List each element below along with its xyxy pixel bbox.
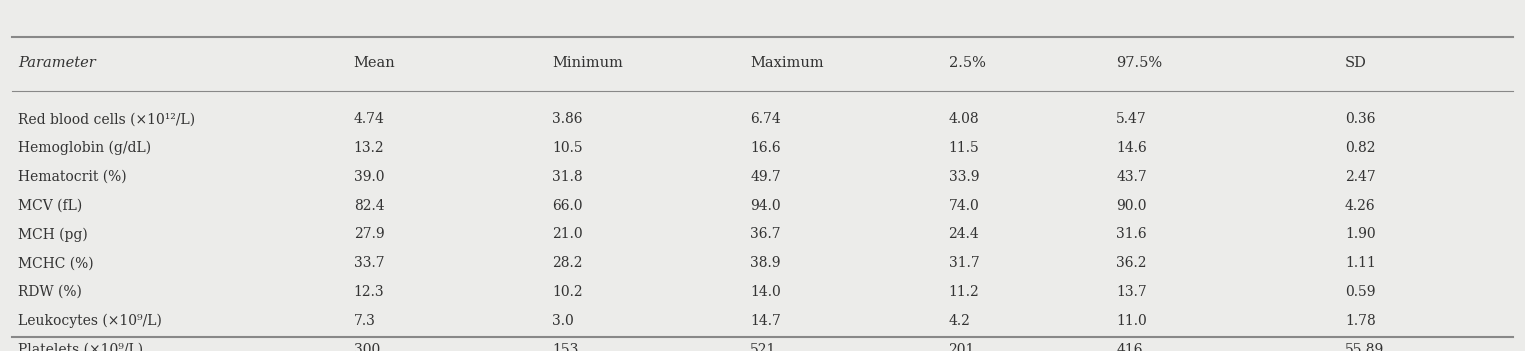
Text: 12.3: 12.3 (354, 285, 384, 299)
Text: 33.7: 33.7 (354, 256, 384, 270)
Text: 11.0: 11.0 (1116, 314, 1147, 328)
Text: 4.74: 4.74 (354, 112, 384, 126)
Text: 38.9: 38.9 (750, 256, 781, 270)
Text: Minimum: Minimum (552, 56, 622, 70)
Text: Maximum: Maximum (750, 56, 824, 70)
Text: 36.2: 36.2 (1116, 256, 1147, 270)
Text: 3.86: 3.86 (552, 112, 583, 126)
Text: 14.0: 14.0 (750, 285, 781, 299)
Text: 4.2: 4.2 (949, 314, 970, 328)
Text: 300: 300 (354, 343, 380, 351)
Text: 1.90: 1.90 (1345, 227, 1376, 241)
Text: Mean: Mean (354, 56, 395, 70)
Text: 0.36: 0.36 (1345, 112, 1376, 126)
Text: 7.3: 7.3 (354, 314, 375, 328)
Text: 11.5: 11.5 (949, 141, 979, 155)
Text: 66.0: 66.0 (552, 199, 583, 213)
Text: 0.82: 0.82 (1345, 141, 1376, 155)
Text: 4.26: 4.26 (1345, 199, 1376, 213)
Text: SD: SD (1345, 56, 1366, 70)
Text: 1.11: 1.11 (1345, 256, 1376, 270)
Text: 1.78: 1.78 (1345, 314, 1376, 328)
Text: 55.89: 55.89 (1345, 343, 1385, 351)
Text: 5.47: 5.47 (1116, 112, 1147, 126)
Text: 3.0: 3.0 (552, 314, 573, 328)
Text: 24.4: 24.4 (949, 227, 979, 241)
Text: 13.7: 13.7 (1116, 285, 1147, 299)
Text: 4.08: 4.08 (949, 112, 979, 126)
Text: 13.2: 13.2 (354, 141, 384, 155)
Text: 27.9: 27.9 (354, 227, 384, 241)
Text: 14.7: 14.7 (750, 314, 781, 328)
Text: 39.0: 39.0 (354, 170, 384, 184)
Text: 31.7: 31.7 (949, 256, 979, 270)
Text: 16.6: 16.6 (750, 141, 781, 155)
Text: 28.2: 28.2 (552, 256, 583, 270)
Text: Platelets (×10⁹/L): Platelets (×10⁹/L) (18, 343, 143, 351)
Text: 14.6: 14.6 (1116, 141, 1147, 155)
Text: 33.9: 33.9 (949, 170, 979, 184)
Text: RDW (%): RDW (%) (18, 285, 82, 299)
Text: 521: 521 (750, 343, 776, 351)
Text: 43.7: 43.7 (1116, 170, 1147, 184)
Text: 31.6: 31.6 (1116, 227, 1147, 241)
Text: 97.5%: 97.5% (1116, 56, 1162, 70)
Text: 6.74: 6.74 (750, 112, 781, 126)
Text: 201: 201 (949, 343, 974, 351)
Text: 2.47: 2.47 (1345, 170, 1376, 184)
Text: 21.0: 21.0 (552, 227, 583, 241)
Text: MCHC (%): MCHC (%) (18, 256, 95, 270)
Text: 10.5: 10.5 (552, 141, 583, 155)
Text: 36.7: 36.7 (750, 227, 781, 241)
Text: 31.8: 31.8 (552, 170, 583, 184)
Text: 94.0: 94.0 (750, 199, 781, 213)
Text: 2.5%: 2.5% (949, 56, 985, 70)
Text: MCV (fL): MCV (fL) (18, 199, 82, 213)
Text: 11.2: 11.2 (949, 285, 979, 299)
Text: MCH (pg): MCH (pg) (18, 227, 88, 241)
Text: Hematocrit (%): Hematocrit (%) (18, 170, 127, 184)
Text: Parameter: Parameter (18, 56, 96, 70)
Text: 416: 416 (1116, 343, 1142, 351)
Text: 82.4: 82.4 (354, 199, 384, 213)
Text: 74.0: 74.0 (949, 199, 979, 213)
Text: 49.7: 49.7 (750, 170, 781, 184)
Text: 90.0: 90.0 (1116, 199, 1147, 213)
Text: Hemoglobin (g/dL): Hemoglobin (g/dL) (18, 141, 151, 155)
Text: 0.59: 0.59 (1345, 285, 1376, 299)
Text: 153: 153 (552, 343, 578, 351)
Text: 10.2: 10.2 (552, 285, 583, 299)
Text: Red blood cells (×10¹²/L): Red blood cells (×10¹²/L) (18, 112, 195, 126)
Text: Leukocytes (×10⁹/L): Leukocytes (×10⁹/L) (18, 314, 162, 328)
